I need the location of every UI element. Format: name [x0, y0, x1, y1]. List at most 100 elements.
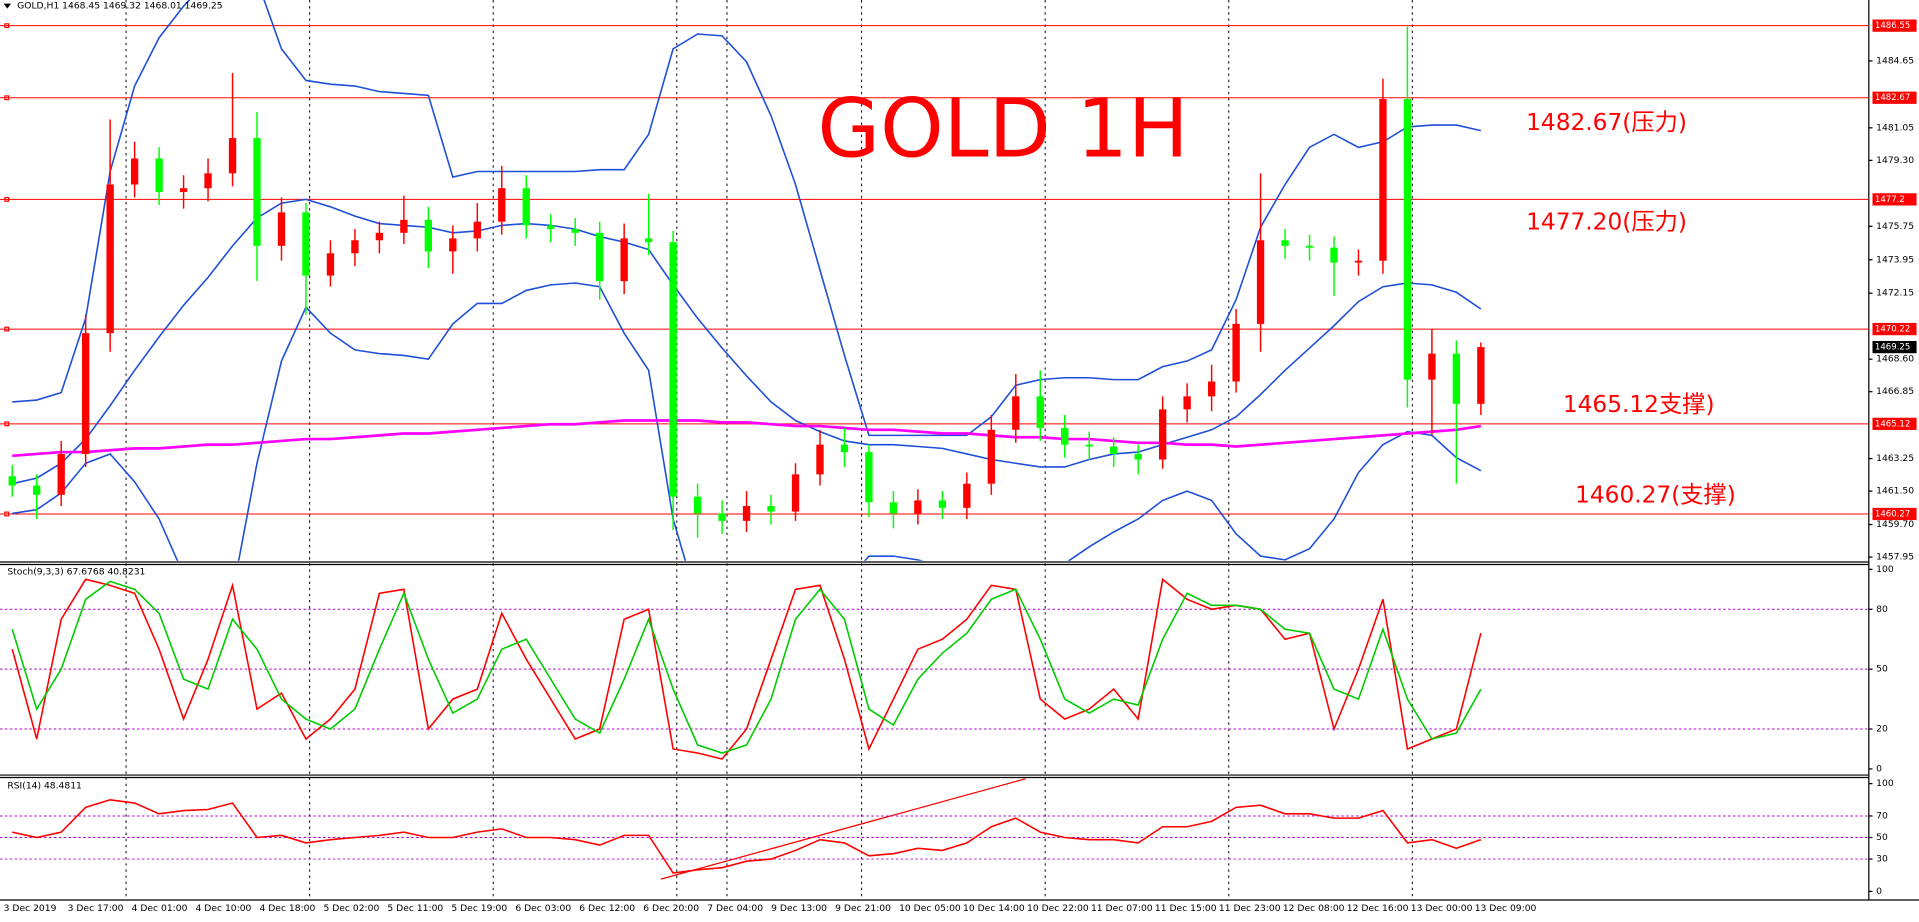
y-tick-label: 1463.25	[1876, 453, 1914, 464]
candle-body	[498, 188, 506, 222]
candle-body	[155, 158, 163, 192]
level-label: 1482.67	[1875, 93, 1910, 103]
candle-body	[596, 232, 604, 282]
level-anchor	[4, 326, 10, 332]
indicator-line	[12, 282, 1482, 561]
candle-body	[302, 212, 310, 276]
candle-body	[228, 138, 237, 174]
x-tick-label: 5 Dec 11:00	[387, 903, 443, 914]
x-tick-label: 11 Dec 23:00	[1219, 903, 1281, 914]
candle-body	[938, 500, 947, 508]
x-tick-label: 5 Dec 19:00	[451, 903, 507, 914]
candle-body	[1232, 323, 1240, 382]
x-tick-label: 3 Dec 2019	[4, 903, 57, 914]
x-tick-label: 6 Dec 20:00	[643, 903, 699, 914]
candle-body	[57, 453, 65, 495]
x-tick-label: 3 Dec 17:00	[68, 903, 124, 914]
candle-body	[375, 232, 384, 241]
level-label: 1486.55	[1875, 21, 1910, 31]
x-tick-label: 5 Dec 02:00	[323, 903, 379, 914]
candle-body	[1012, 396, 1020, 430]
header-arrow	[3, 3, 12, 9]
candle-body	[1403, 99, 1412, 380]
panel	[0, 798, 1869, 874]
candle-body	[33, 485, 41, 495]
y-tick-label: 20	[1876, 724, 1888, 735]
candle-body	[473, 221, 481, 239]
candle-body	[987, 429, 995, 484]
candle-body	[1428, 353, 1436, 380]
indicator-line	[12, 798, 1482, 874]
candle-body	[204, 173, 212, 189]
indicator-line	[11, 580, 1482, 754]
candle-body	[742, 505, 751, 521]
candle-body	[106, 184, 114, 334]
x-tick-label: 12 Dec 08:00	[1283, 903, 1345, 914]
rsi-header: RSI(14) 48.4811	[7, 781, 82, 792]
chart-header: GOLD,H1 1468.45 1469.32 1468.01 1469.25	[17, 1, 223, 12]
y-tick-label: 1481.05	[1876, 122, 1914, 133]
level-anchor	[4, 95, 10, 101]
candle-body	[1134, 453, 1142, 460]
y-tick-label: 1459.70	[1876, 519, 1914, 530]
candle-body	[865, 452, 873, 503]
x-tick-label: 10 Dec 22:00	[1027, 903, 1089, 914]
level-box	[1872, 91, 1917, 104]
level-anchor	[4, 421, 10, 427]
level-box	[1872, 417, 1917, 430]
candle-body	[1158, 409, 1167, 460]
candle-body	[351, 240, 359, 254]
y-tick-label: 100	[1876, 564, 1894, 575]
level-label: 1470.22	[1875, 325, 1910, 335]
panel	[0, 0, 1869, 561]
candle-body	[1061, 427, 1069, 445]
candle-body	[644, 238, 653, 243]
candle-body	[424, 219, 433, 252]
indicator-line	[12, 419, 1482, 458]
annotation: 1477.20(压力)	[1526, 208, 1687, 235]
trend-line	[660, 778, 1026, 880]
x-tick-label: 11 Dec 07:00	[1091, 903, 1153, 914]
level-box	[1872, 19, 1917, 32]
candle-body	[914, 500, 922, 514]
candle-body	[1110, 446, 1118, 454]
level-anchor	[4, 511, 10, 517]
level-box	[1872, 507, 1917, 521]
y-tick-label: 1475.75	[1876, 221, 1914, 232]
y-tick-label: 70	[1876, 810, 1888, 821]
candle-body	[400, 219, 408, 233]
x-tick-label: 7 Dec 04:00	[707, 903, 763, 914]
candle-body	[1281, 240, 1289, 246]
candle-body	[1354, 260, 1363, 263]
y-tick-label: 1479.30	[1876, 155, 1914, 166]
candle-body	[1330, 247, 1338, 263]
candle-body	[277, 212, 286, 246]
x-tick-label: 10 Dec 05:00	[899, 903, 961, 914]
y-tick-label: 1472.15	[1876, 288, 1914, 299]
panel	[0, 577, 1869, 760]
x-tick-label: 6 Dec 03:00	[515, 903, 571, 914]
x-tick-label: 4 Dec 10:00	[196, 903, 252, 914]
x-tick-label: 4 Dec 01:00	[132, 903, 188, 914]
y-tick-label: 1468.60	[1876, 354, 1914, 365]
candle-body	[791, 474, 800, 512]
y-tick-label: 1457.95	[1876, 552, 1914, 563]
candle-body	[718, 513, 726, 521]
x-tick-label: 11 Dec 15:00	[1155, 903, 1217, 914]
x-tick-label: 6 Dec 12:00	[579, 903, 635, 914]
level-anchor	[4, 23, 10, 29]
y-tick-label: 1484.65	[1876, 55, 1914, 66]
y-tick-label: 1461.50	[1876, 486, 1914, 497]
y-tick-label: 50	[1876, 664, 1888, 675]
y-tick-label: 50	[1876, 832, 1888, 843]
annotation: 1465.12支撑)	[1563, 391, 1715, 418]
chart-title: GOLD 1H	[818, 83, 1189, 177]
x-tick-label: 9 Dec 13:00	[771, 903, 827, 914]
candle-body	[1379, 99, 1387, 261]
y-tick-label: 0	[1876, 763, 1882, 774]
candle-body	[449, 238, 457, 252]
level-box	[1872, 193, 1917, 206]
candle-body	[522, 188, 530, 226]
candle-body	[693, 496, 702, 514]
